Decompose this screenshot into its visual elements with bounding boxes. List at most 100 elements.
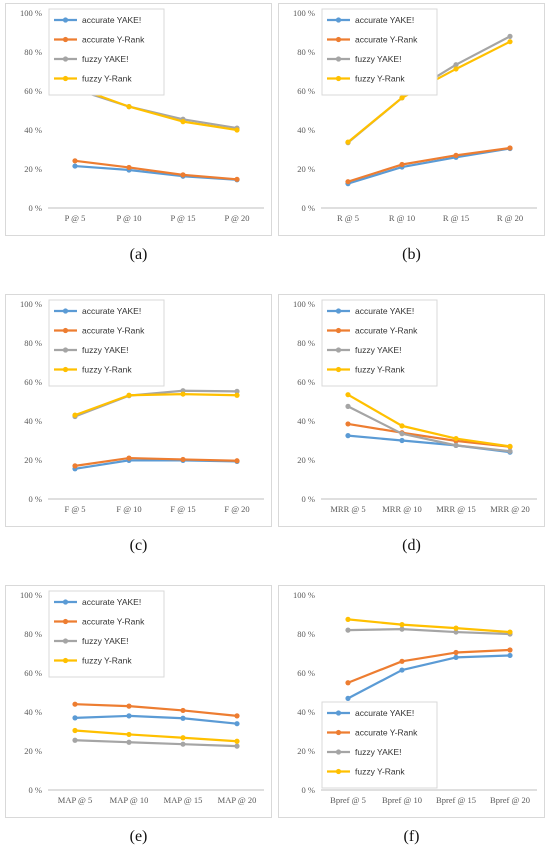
data-point (234, 127, 240, 133)
series-line (74, 739, 238, 748)
legend-label: fuzzy Y-Rank (82, 74, 132, 84)
legend-marker (62, 638, 69, 644)
x-tick-label: Bpref @ 5 (330, 795, 366, 805)
data-point (72, 701, 78, 707)
legend-marker (335, 366, 342, 373)
data-point (180, 456, 186, 463)
y-tick-label: 100 % (20, 590, 42, 600)
legend-label: fuzzy Y-Rank (355, 767, 405, 777)
y-tick-label: 60 % (24, 668, 42, 678)
legend-box (48, 8, 165, 96)
data-point (126, 164, 132, 171)
data-point (345, 695, 351, 701)
x-tick-label: F @ 15 (170, 504, 195, 514)
legend-marker (62, 36, 69, 43)
data-point (126, 703, 132, 709)
data-point (180, 715, 186, 721)
legend-marker (335, 749, 342, 755)
x-tick-label: R @ 15 (443, 213, 469, 223)
legend-box (48, 590, 165, 678)
data-point (453, 435, 459, 442)
legend: accurate YAKE! accurate Y-Rank fuzzy YAKE!… (321, 701, 438, 789)
legend-label: fuzzy YAKE! (355, 747, 401, 757)
x-tick-label: MAP @ 10 (110, 795, 149, 805)
y-tick-label: 80 % (24, 629, 42, 639)
x-tick-label: MRR @ 20 (490, 504, 529, 514)
data-point (72, 412, 78, 418)
panel-caption: (f) (403, 828, 420, 845)
x-tick-label: Bpref @ 15 (436, 795, 476, 805)
data-point (453, 629, 459, 635)
x-tick-label: MAP @ 5 (58, 795, 92, 805)
data-point (345, 392, 351, 398)
y-tick-label: 20 % (297, 746, 315, 756)
legend-label: fuzzy Y-Rank (82, 365, 132, 375)
legend-marker (335, 327, 342, 334)
x-tick-label: P @ 10 (117, 213, 142, 223)
panel-caption: (a) (129, 246, 148, 263)
data-point (234, 458, 240, 464)
data-point (126, 739, 132, 745)
legend-label: accurate Y-Rank (82, 326, 145, 336)
y-tick-label: 20 % (297, 164, 315, 174)
series-line (74, 456, 238, 467)
data-point (345, 421, 351, 427)
legend: accurate YAKE! accurate Y-Rank fuzzy YAKE!… (48, 590, 165, 678)
legend-label: fuzzy YAKE! (355, 345, 401, 355)
data-point (453, 66, 459, 72)
data-point (345, 403, 351, 409)
data-point (72, 158, 78, 164)
data-point (126, 713, 132, 719)
data-point (234, 721, 240, 727)
data-point (180, 735, 186, 741)
legend-marker (335, 729, 342, 736)
series-line (74, 703, 238, 717)
y-tick-label: 60 % (297, 86, 315, 96)
panel-caption: (b) (402, 246, 421, 263)
y-tick-label: 100 % (293, 590, 315, 600)
data-point (507, 629, 513, 635)
data-point (399, 658, 405, 664)
data-point (72, 727, 78, 734)
y-tick-label: 80 % (24, 47, 42, 57)
legend-marker (62, 618, 69, 625)
data-point (72, 737, 78, 743)
x-tick-label: Bpref @ 20 (490, 795, 530, 805)
legend-marker (335, 768, 342, 775)
data-point (345, 680, 351, 686)
legend-marker (335, 75, 342, 82)
data-point (126, 392, 132, 398)
data-point (126, 104, 132, 110)
data-point (180, 119, 186, 125)
x-tick-label: P @ 20 (225, 213, 250, 223)
y-tick-label: 0 % (302, 203, 315, 213)
series-line (347, 405, 511, 453)
x-tick-label: MAP @ 20 (218, 795, 257, 805)
data-point (399, 431, 405, 437)
legend-marker (62, 327, 69, 334)
y-tick-label: 80 % (24, 338, 42, 348)
y-tick-label: 0 % (302, 494, 315, 504)
data-point (507, 443, 513, 449)
y-tick-label: 40 % (24, 125, 42, 135)
data-point (399, 95, 405, 101)
x-tick-label: MAP @ 15 (164, 795, 203, 805)
legend: accurate YAKE! accurate Y-Rank fuzzy YAKE!… (321, 8, 438, 96)
data-point (234, 176, 240, 182)
y-tick-label: 100 % (293, 299, 315, 309)
series-line (74, 159, 238, 181)
y-tick-label: 20 % (297, 455, 315, 465)
series-line (347, 146, 511, 183)
series-line (347, 648, 511, 684)
legend-marker (62, 657, 69, 664)
legend-label: fuzzy Y-Rank (82, 656, 132, 666)
y-tick-label: 20 % (24, 746, 42, 756)
data-point (507, 39, 513, 45)
data-point (72, 163, 78, 169)
data-point (126, 455, 132, 461)
x-tick-label: F @ 5 (64, 504, 85, 514)
x-tick-label: Bpref @ 10 (382, 795, 422, 805)
legend-marker (335, 17, 342, 23)
x-tick-label: R @ 5 (337, 213, 359, 223)
